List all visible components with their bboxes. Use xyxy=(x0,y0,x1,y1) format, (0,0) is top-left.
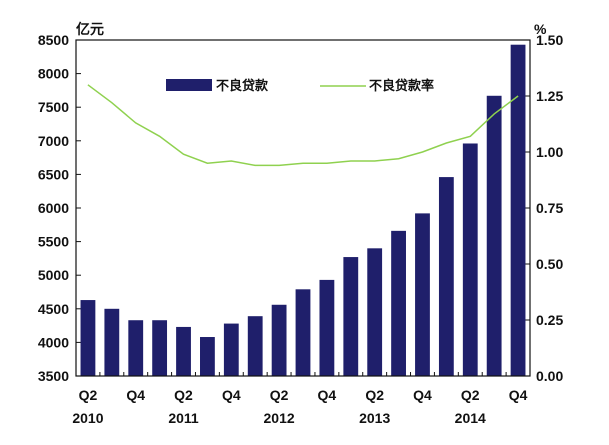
left-tick-label: 5000 xyxy=(38,267,69,283)
left-tick-label: 7500 xyxy=(38,99,69,115)
left-tick-label: 3500 xyxy=(38,368,69,384)
bar xyxy=(223,323,239,376)
right-tick-label: 1.00 xyxy=(536,144,563,160)
x-tick-quarter-label: Q4 xyxy=(222,387,241,403)
bar-series xyxy=(80,44,526,376)
left-tick-label: 6000 xyxy=(38,200,69,216)
left-tick-label: 5500 xyxy=(38,234,69,250)
legend-bar-swatch xyxy=(166,79,212,91)
rate-line xyxy=(87,84,519,167)
bar xyxy=(152,320,168,376)
x-tick-quarter-label: Q4 xyxy=(509,387,528,403)
x-tick-quarter-label: Q4 xyxy=(413,387,432,403)
x-tick-quarter-label: Q4 xyxy=(318,387,337,403)
left-tick-label: 7000 xyxy=(38,133,69,149)
x-tick-year-label: 2013 xyxy=(359,410,390,426)
plot-frame xyxy=(75,39,531,377)
bar xyxy=(200,337,215,376)
bar xyxy=(80,300,96,376)
left-tick-label: 4000 xyxy=(38,334,69,350)
right-tick-label: 1.50 xyxy=(536,32,563,48)
bar xyxy=(271,304,287,376)
right-tick-label: 0.00 xyxy=(536,368,563,384)
x-tick-quarter-label: Q2 xyxy=(174,387,193,403)
bar xyxy=(104,308,120,376)
x-tick-quarter-label: Q2 xyxy=(79,387,98,403)
right-axis: 0.00 0.25 0.50 0.75 1.00 1.25 1.50 xyxy=(525,32,563,384)
x-tick-year-label: 2012 xyxy=(264,410,295,426)
bar xyxy=(415,213,430,376)
bar xyxy=(391,230,406,376)
x-tick-year-label: 2010 xyxy=(72,410,103,426)
bar xyxy=(247,316,263,376)
left-tick-label: 8000 xyxy=(38,66,69,82)
x-tick-quarter-label: Q2 xyxy=(270,387,289,403)
x-tick-quarter-label: Q2 xyxy=(461,387,480,403)
legend-bar-label: 不良贷款 xyxy=(216,78,269,93)
left-unit-label: 亿元 xyxy=(76,21,104,37)
x-tick-year-label: 2011 xyxy=(168,410,199,426)
x-tick-quarter-label: Q4 xyxy=(126,387,145,403)
x-axis: Q2 2010 Q4 Q2 2011 Q4 Q2 2012 Q4 Q2 2013 Q4 Q2 2014 Q4 xyxy=(72,372,531,426)
left-tick-label: 6500 xyxy=(38,166,69,182)
bar xyxy=(128,320,144,376)
x-tick-quarter-label: Q2 xyxy=(365,387,384,403)
right-tick-label: 0.75 xyxy=(536,200,563,216)
right-unit-label: % xyxy=(534,21,547,37)
right-tick-label: 0.50 xyxy=(536,256,563,272)
right-tick-label: 0.25 xyxy=(536,312,563,328)
bar xyxy=(486,95,502,376)
x-tick-year-label: 2014 xyxy=(455,410,486,426)
right-tick-label: 1.25 xyxy=(536,88,563,104)
left-tick-label: 4500 xyxy=(38,301,69,317)
legend-line-label: 不良贷款率 xyxy=(369,78,434,93)
bar xyxy=(510,44,526,376)
bar xyxy=(367,248,383,376)
legend: 不良贷款 不良贷款率 xyxy=(166,78,434,93)
bar xyxy=(319,279,335,376)
bar xyxy=(438,177,454,376)
bar xyxy=(462,143,478,376)
bar xyxy=(295,289,311,376)
bar xyxy=(343,257,359,376)
left-axis: 3500 4000 4500 5000 5500 6000 6500 7000 7500 8000… xyxy=(38,32,81,384)
bar xyxy=(176,326,191,376)
left-tick-label: 8500 xyxy=(38,32,69,48)
